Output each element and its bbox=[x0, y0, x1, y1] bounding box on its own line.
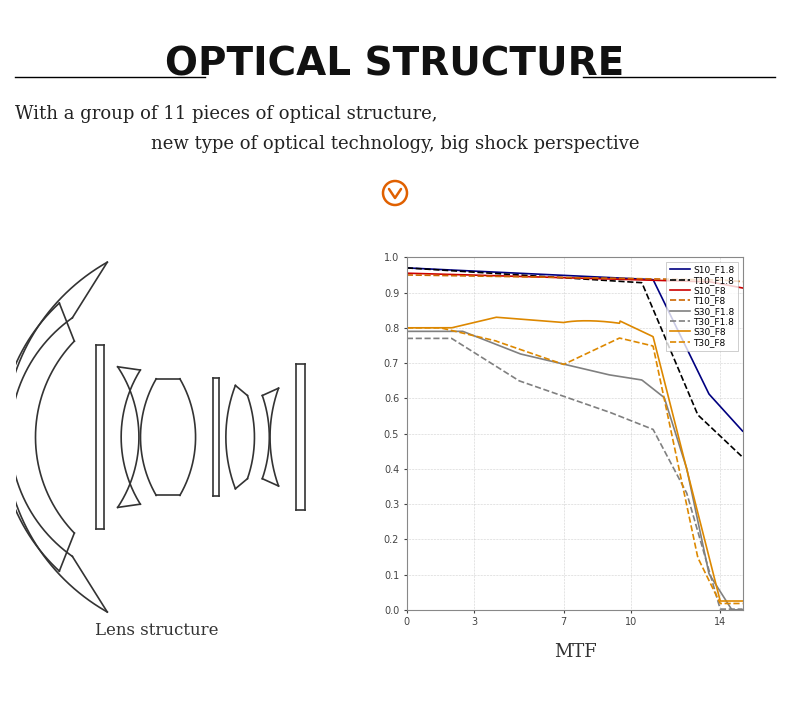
T10_F1.8 bbox=[677, 374, 687, 382]
S30_F1.8 bbox=[738, 606, 747, 614]
Text: new type of optical technology, big shock perspective: new type of optical technology, big shoc… bbox=[151, 135, 639, 153]
T30_F8 bbox=[602, 340, 611, 348]
Line: S30_F8: S30_F8 bbox=[407, 317, 743, 601]
S10_F1.8 bbox=[563, 271, 573, 280]
T10_F8 bbox=[402, 271, 412, 279]
T10_F8 bbox=[602, 274, 611, 282]
S10_F1.8 bbox=[602, 273, 611, 281]
S30_F8 bbox=[402, 324, 412, 332]
S30_F8 bbox=[585, 317, 594, 325]
T30_F8 bbox=[738, 599, 747, 608]
S10_F8 bbox=[563, 274, 573, 282]
S30_F8 bbox=[716, 596, 725, 605]
T30_F1.8 bbox=[731, 605, 740, 613]
T10_F8 bbox=[563, 274, 573, 282]
S10_F8 bbox=[730, 282, 739, 290]
S10_F1.8 bbox=[562, 271, 571, 280]
T10_F1.8 bbox=[562, 274, 571, 282]
T10_F8 bbox=[562, 274, 571, 282]
Text: With a group of 11 pieces of optical structure,: With a group of 11 pieces of optical str… bbox=[15, 105, 438, 123]
T30_F1.8 bbox=[584, 400, 593, 409]
S30_F1.8 bbox=[402, 327, 412, 336]
S10_F1.8 bbox=[730, 418, 739, 427]
S30_F8 bbox=[491, 313, 501, 321]
Text: Lens structure: Lens structure bbox=[95, 622, 219, 639]
T30_F8 bbox=[402, 324, 412, 332]
S30_F8 bbox=[603, 318, 612, 326]
S10_F8 bbox=[602, 275, 611, 283]
S30_F8 bbox=[738, 596, 747, 605]
S10_F8 bbox=[677, 277, 687, 286]
S30_F8 bbox=[564, 317, 574, 326]
T30_F1.8 bbox=[562, 393, 571, 401]
S10_F1.8 bbox=[677, 335, 687, 343]
T30_F1.8 bbox=[563, 393, 573, 402]
T30_F1.8 bbox=[602, 407, 611, 415]
T30_F8 bbox=[677, 479, 687, 487]
T30_F1.8 bbox=[716, 605, 725, 613]
Line: T10_F1.8: T10_F1.8 bbox=[407, 268, 743, 457]
Text: MTF: MTF bbox=[554, 643, 596, 661]
S30_F8 bbox=[731, 596, 740, 605]
T30_F8 bbox=[563, 358, 573, 367]
T10_F1.8 bbox=[738, 453, 747, 461]
T10_F8 bbox=[584, 274, 593, 282]
T30_F1.8 bbox=[402, 334, 412, 343]
T30_F1.8 bbox=[677, 480, 687, 489]
Text: OPTICAL STRUCTURE: OPTICAL STRUCTURE bbox=[165, 45, 625, 83]
T10_F8 bbox=[730, 277, 739, 286]
T10_F1.8 bbox=[602, 276, 611, 285]
S30_F1.8 bbox=[584, 366, 593, 374]
T10_F1.8 bbox=[563, 274, 573, 282]
T10_F8 bbox=[677, 275, 687, 283]
S10_F8 bbox=[562, 274, 571, 282]
T10_F1.8 bbox=[402, 264, 412, 272]
S30_F1.8 bbox=[677, 449, 687, 458]
S10_F1.8 bbox=[738, 427, 747, 435]
S10_F8 bbox=[584, 274, 593, 283]
T10_F1.8 bbox=[730, 446, 739, 454]
T30_F1.8 bbox=[738, 605, 747, 613]
S10_F1.8 bbox=[584, 272, 593, 281]
Line: T30_F8: T30_F8 bbox=[407, 328, 743, 603]
Line: S10_F8: S10_F8 bbox=[407, 273, 743, 288]
T30_F8 bbox=[562, 359, 571, 367]
T30_F8 bbox=[731, 599, 740, 608]
S10_F8 bbox=[402, 269, 412, 277]
Line: S30_F1.8: S30_F1.8 bbox=[407, 331, 743, 610]
S30_F1.8 bbox=[728, 606, 737, 614]
S30_F8 bbox=[562, 318, 572, 326]
S10_F8 bbox=[738, 283, 747, 292]
T30_F8 bbox=[716, 599, 725, 608]
S30_F1.8 bbox=[563, 361, 573, 369]
S30_F1.8 bbox=[562, 360, 571, 369]
Line: S10_F1.8: S10_F1.8 bbox=[407, 268, 743, 431]
S30_F1.8 bbox=[731, 606, 740, 614]
T10_F1.8 bbox=[584, 275, 593, 283]
T30_F8 bbox=[584, 348, 593, 357]
S30_F8 bbox=[678, 449, 687, 458]
S30_F1.8 bbox=[602, 370, 611, 379]
Line: T10_F8: T10_F8 bbox=[407, 275, 743, 281]
T10_F8 bbox=[738, 277, 747, 286]
Legend: S10_F1.8, T10_F1.8, S10_F8, T10_F8, S30_F1.8, T30_F1.8, S30_F8, T30_F8: S10_F1.8, T10_F1.8, S10_F8, T10_F8, S30_… bbox=[666, 262, 738, 350]
S10_F1.8 bbox=[402, 264, 412, 272]
Line: T30_F1.8: T30_F1.8 bbox=[407, 338, 743, 609]
